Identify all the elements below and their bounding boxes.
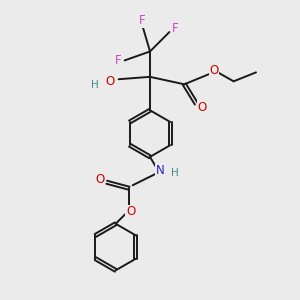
- Text: H: H: [171, 168, 179, 178]
- Text: F: F: [172, 22, 178, 35]
- Text: O: O: [105, 75, 114, 88]
- Text: O: O: [126, 205, 135, 218]
- Text: F: F: [115, 54, 122, 67]
- Text: N: N: [156, 164, 165, 177]
- Text: H: H: [91, 80, 99, 90]
- Text: F: F: [139, 14, 145, 27]
- Text: O: O: [95, 173, 105, 186]
- Text: O: O: [210, 64, 219, 77]
- Text: O: O: [198, 101, 207, 114]
